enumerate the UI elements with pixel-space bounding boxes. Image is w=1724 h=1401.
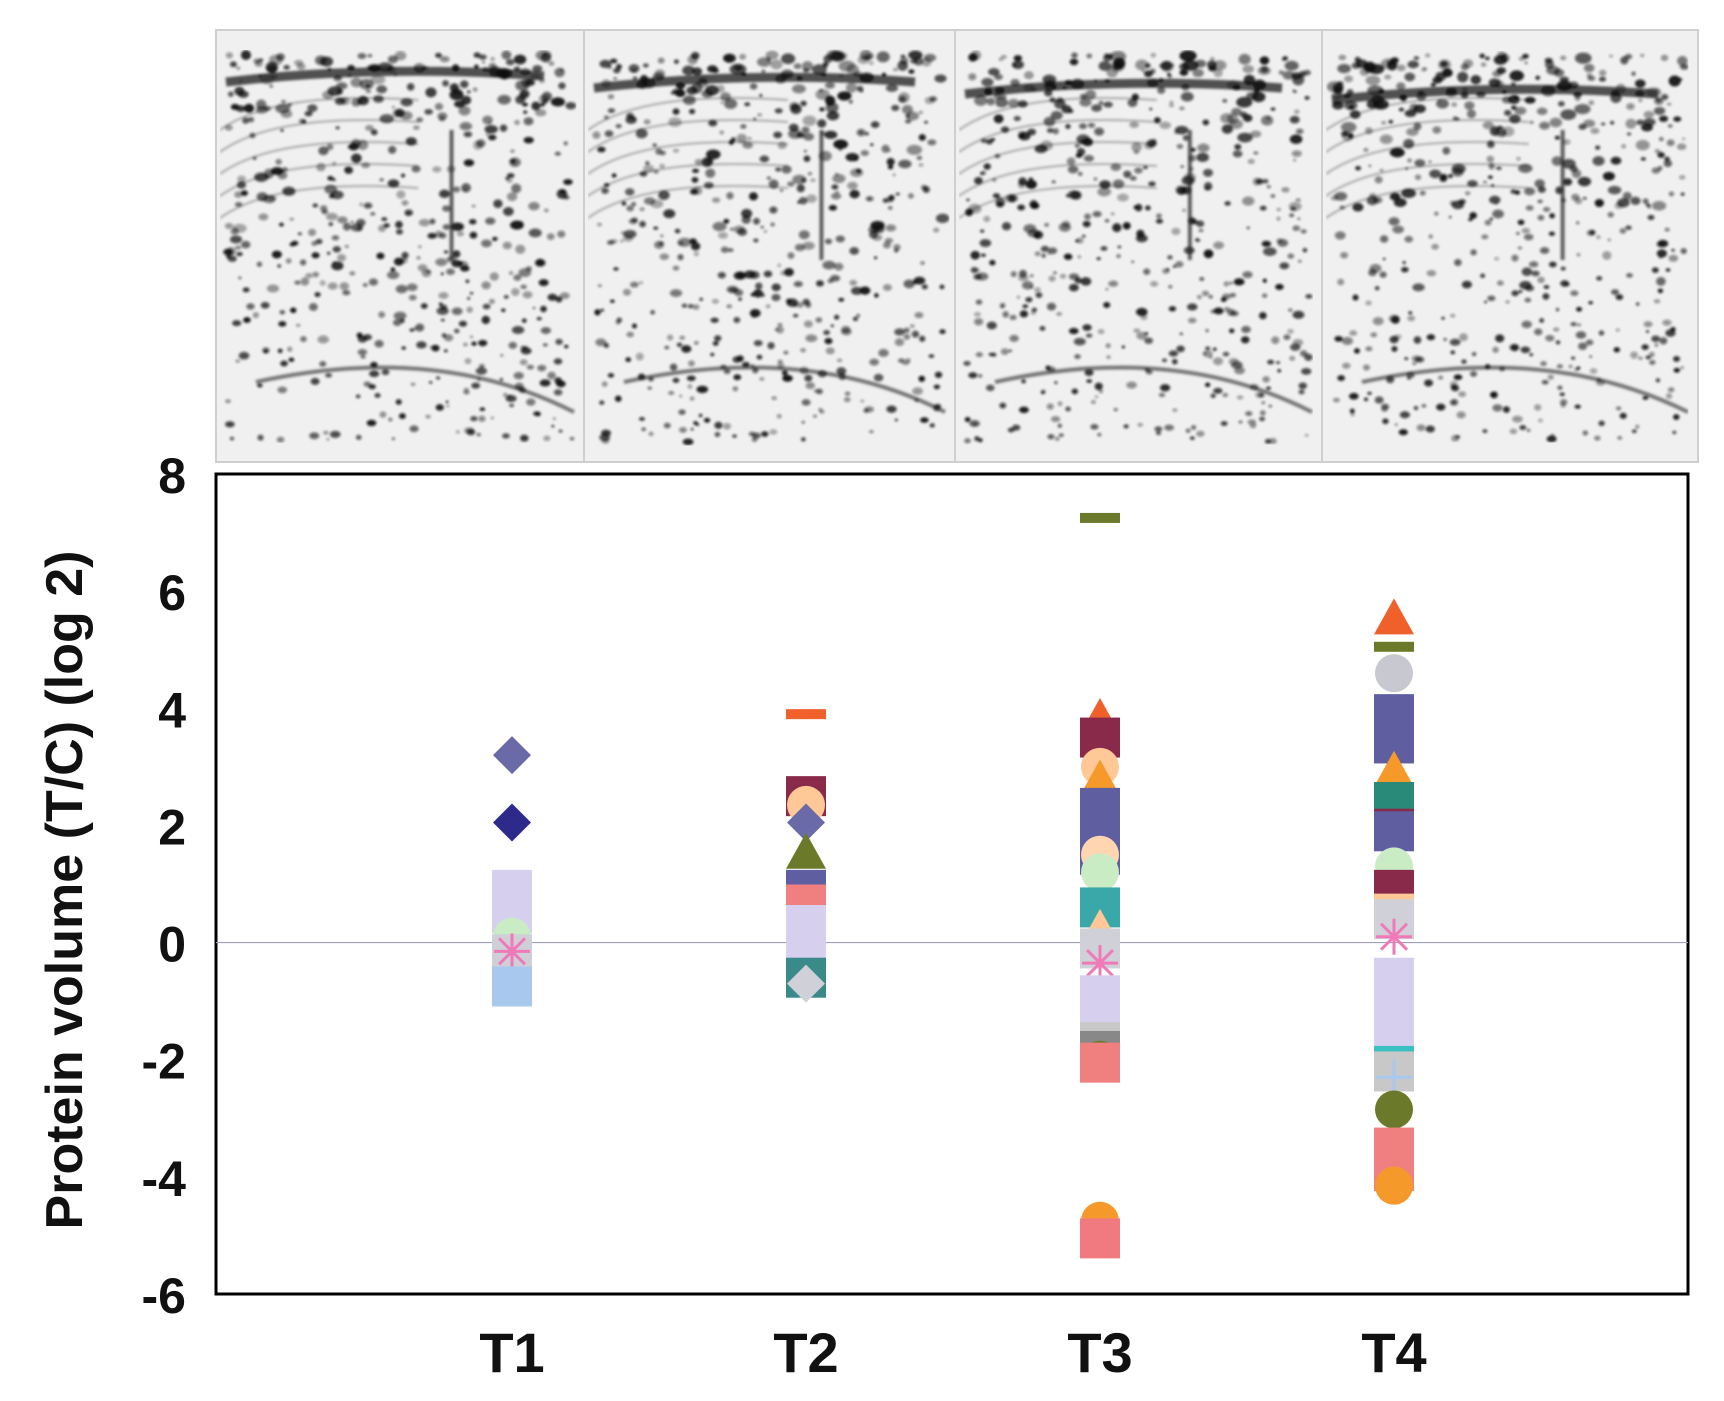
gel-panel [1321,29,1699,463]
y-tick-label: 2 [158,799,186,855]
y-tick-label: 8 [158,448,186,504]
data-point-diamond [787,964,825,1003]
y-axis-label: Protein volume (T/C) (log 2) [36,551,94,1230]
data-point-square [1080,1042,1120,1083]
y-tick-label: 4 [158,682,186,738]
gel-panel [583,29,956,463]
data-point-triangle [1374,598,1414,635]
scatter-plot: 8 6 4 2 0 -2 -4 -6 T1 T2 T3 T4 [142,448,1690,1384]
y-tick-label: 0 [158,917,186,973]
data-point-circle [1375,1090,1413,1129]
gel-image-strip [215,29,1699,463]
y-tick-label: 6 [158,565,186,621]
data-point-triangle [1080,759,1120,796]
data-points [492,512,1414,1259]
data-point-asterisk [494,933,530,970]
data-point-asterisk [1376,918,1412,955]
plot-frame [214,472,1690,1296]
data-point-circle [1081,853,1119,892]
data-point-circle [1375,1166,1413,1205]
data-point-square [1080,1218,1120,1259]
gel-panel [954,29,1323,463]
data-point-dash [1374,1045,1414,1056]
data-point-dash [1080,512,1120,523]
x-axis-ticks: T1 T2 T3 T4 [479,1321,1426,1384]
x-tick-label: T4 [1361,1321,1426,1384]
x-tick-label: T3 [1067,1321,1132,1384]
y-tick-label: -4 [142,1151,187,1207]
data-point-asterisk [1082,945,1118,982]
y-tick-label: -2 [142,1034,186,1090]
data-point-dash [1374,641,1414,652]
y-axis-ticks: 8 6 4 2 0 -2 -4 -6 [142,448,187,1324]
data-point-triangle [786,832,826,869]
data-point-diamond [493,736,531,775]
data-point-plus [1376,1059,1412,1096]
data-point-triangle [1374,750,1414,787]
x-tick-label: T1 [479,1321,544,1384]
data-point-square [1374,811,1414,852]
x-tick-label: T2 [773,1321,838,1384]
gel-panel [215,29,585,463]
data-point-diamond [787,803,825,842]
data-point-square [492,966,532,1007]
data-point-dash [786,709,826,720]
data-point-dash [1374,893,1414,904]
data-point-circle [1375,654,1413,693]
data-point-diamond [493,803,531,842]
y-tick-label: -6 [142,1268,186,1324]
